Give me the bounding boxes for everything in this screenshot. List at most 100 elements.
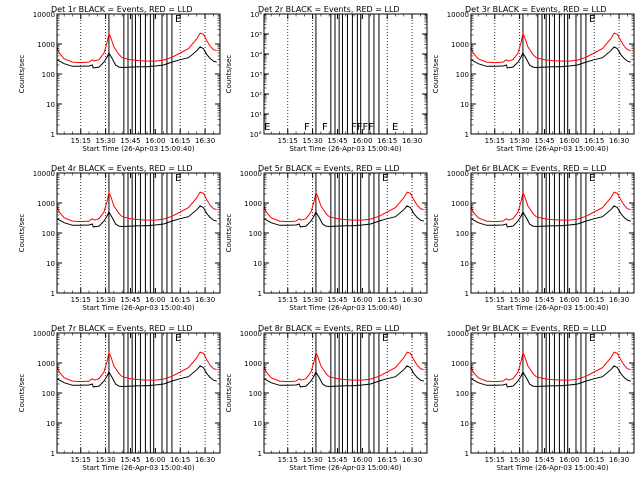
- y-tick-label: 10⁵: [250, 31, 262, 39]
- y-tick-label: 10000: [240, 330, 262, 338]
- series-lld-line: [264, 351, 424, 383]
- y-axis-label: Counts/sec: [225, 214, 233, 253]
- x-tick-label: 16:00: [559, 137, 579, 145]
- plot-frame: [470, 332, 635, 454]
- flag-marker: FFFF: [351, 122, 374, 133]
- plot-area: [287, 14, 413, 134]
- series-events-line: [57, 365, 217, 388]
- series-lld-line: [471, 32, 631, 64]
- plot-frame: [263, 13, 428, 135]
- x-tick-label: 16:30: [402, 456, 422, 464]
- y-tick-label: 10: [460, 420, 469, 428]
- y-axis-label: Counts/sec: [432, 214, 440, 253]
- flag-marker: E: [589, 173, 595, 184]
- series-lld-line: [57, 32, 217, 64]
- x-tick-label: 15:15: [278, 456, 298, 464]
- plot-frame: [56, 13, 221, 135]
- x-tick-label: 16:30: [195, 296, 215, 304]
- x-tick-label: 15:15: [485, 137, 505, 145]
- y-tick-label: 10000: [447, 330, 469, 338]
- x-axis-label: Start Time (26-Apr-03 15:00:40): [496, 464, 608, 472]
- x-tick-label: 15:30: [303, 137, 323, 145]
- plot-frame: [56, 172, 221, 294]
- plot-frame: [263, 332, 428, 454]
- flag-marker: E: [589, 333, 595, 344]
- y-tick-label: 1000: [451, 41, 469, 49]
- x-tick-label: 15:45: [534, 296, 554, 304]
- x-tick-label: 16:15: [584, 296, 604, 304]
- panel-title: Det 8r BLACK = Events, RED = LLD: [258, 324, 400, 333]
- y-tick-label: 10000: [33, 11, 55, 19]
- y-tick-label: 1000: [37, 200, 55, 208]
- x-tick-label: 15:45: [120, 296, 140, 304]
- y-tick-label: 1000: [244, 360, 262, 368]
- series-lld-line: [57, 351, 217, 383]
- x-tick-label: 16:15: [377, 137, 397, 145]
- x-tick-label: 15:30: [510, 296, 530, 304]
- x-tick-label: 15:45: [534, 456, 554, 464]
- y-tick-label: 1: [51, 131, 55, 139]
- series-lld-line: [471, 191, 631, 223]
- series-lld-line: [57, 191, 217, 223]
- x-tick-label: 16:30: [609, 296, 629, 304]
- x-tick-label: 15:30: [303, 296, 323, 304]
- y-tick-label: 1: [51, 290, 55, 298]
- y-tick-label: 100: [456, 390, 469, 398]
- plot-frame: [470, 13, 635, 135]
- plot-area: [57, 333, 217, 453]
- plot-frame: [56, 332, 221, 454]
- x-tick-label: 16:15: [377, 296, 397, 304]
- panel-title: Det 4r BLACK = Events, RED = LLD: [51, 164, 193, 173]
- plot-frame: [263, 172, 428, 294]
- x-tick-label: 16:15: [170, 456, 190, 464]
- flag-marker: E: [589, 14, 595, 25]
- series-events-line: [57, 46, 217, 69]
- y-tick-label: 1000: [37, 360, 55, 368]
- x-axis-label: Start Time (26-Apr-03 15:00:40): [82, 304, 194, 312]
- y-axis-label: Counts/sec: [225, 55, 233, 94]
- x-tick-label: 15:45: [120, 456, 140, 464]
- flag-marker: E: [175, 333, 181, 344]
- x-tick-label: 15:45: [534, 137, 554, 145]
- x-tick-label: 15:45: [327, 137, 347, 145]
- y-tick-label: 10⁴: [250, 51, 262, 59]
- panel-title: Det 7r BLACK = Events, RED = LLD: [51, 324, 193, 333]
- flag-marker: E: [264, 122, 270, 133]
- x-tick-label: 15:15: [71, 296, 91, 304]
- flag-marker: E: [392, 122, 398, 133]
- y-tick-label: 10: [46, 420, 55, 428]
- y-tick-label: 100: [249, 230, 262, 238]
- x-tick-label: 15:15: [71, 456, 91, 464]
- series-events-line: [264, 205, 424, 228]
- series-events-line: [264, 365, 424, 388]
- y-axis-label: Counts/sec: [225, 374, 233, 413]
- x-axis-label: Start Time (26-Apr-03 15:00:40): [289, 464, 401, 472]
- x-tick-label: 16:00: [352, 456, 372, 464]
- y-tick-label: 10: [253, 260, 262, 268]
- y-tick-label: 10: [46, 101, 55, 109]
- y-tick-label: 100: [42, 390, 55, 398]
- x-tick-label: 15:45: [120, 137, 140, 145]
- x-tick-label: 16:00: [559, 296, 579, 304]
- flag-marker: E: [382, 333, 388, 344]
- y-tick-label: 100: [456, 230, 469, 238]
- plot-area: [57, 14, 217, 134]
- panel-title: Det 5r BLACK = Events, RED = LLD: [258, 164, 400, 173]
- x-tick-label: 16:15: [584, 137, 604, 145]
- x-tick-label: 16:00: [145, 296, 165, 304]
- panel-title: Det 9r BLACK = Events, RED = LLD: [465, 324, 607, 333]
- y-tick-label: 10000: [447, 170, 469, 178]
- y-tick-label: 1: [258, 290, 262, 298]
- y-tick-label: 1: [465, 131, 469, 139]
- x-tick-label: 16:30: [195, 137, 215, 145]
- x-tick-label: 16:15: [377, 456, 397, 464]
- y-tick-label: 1000: [244, 200, 262, 208]
